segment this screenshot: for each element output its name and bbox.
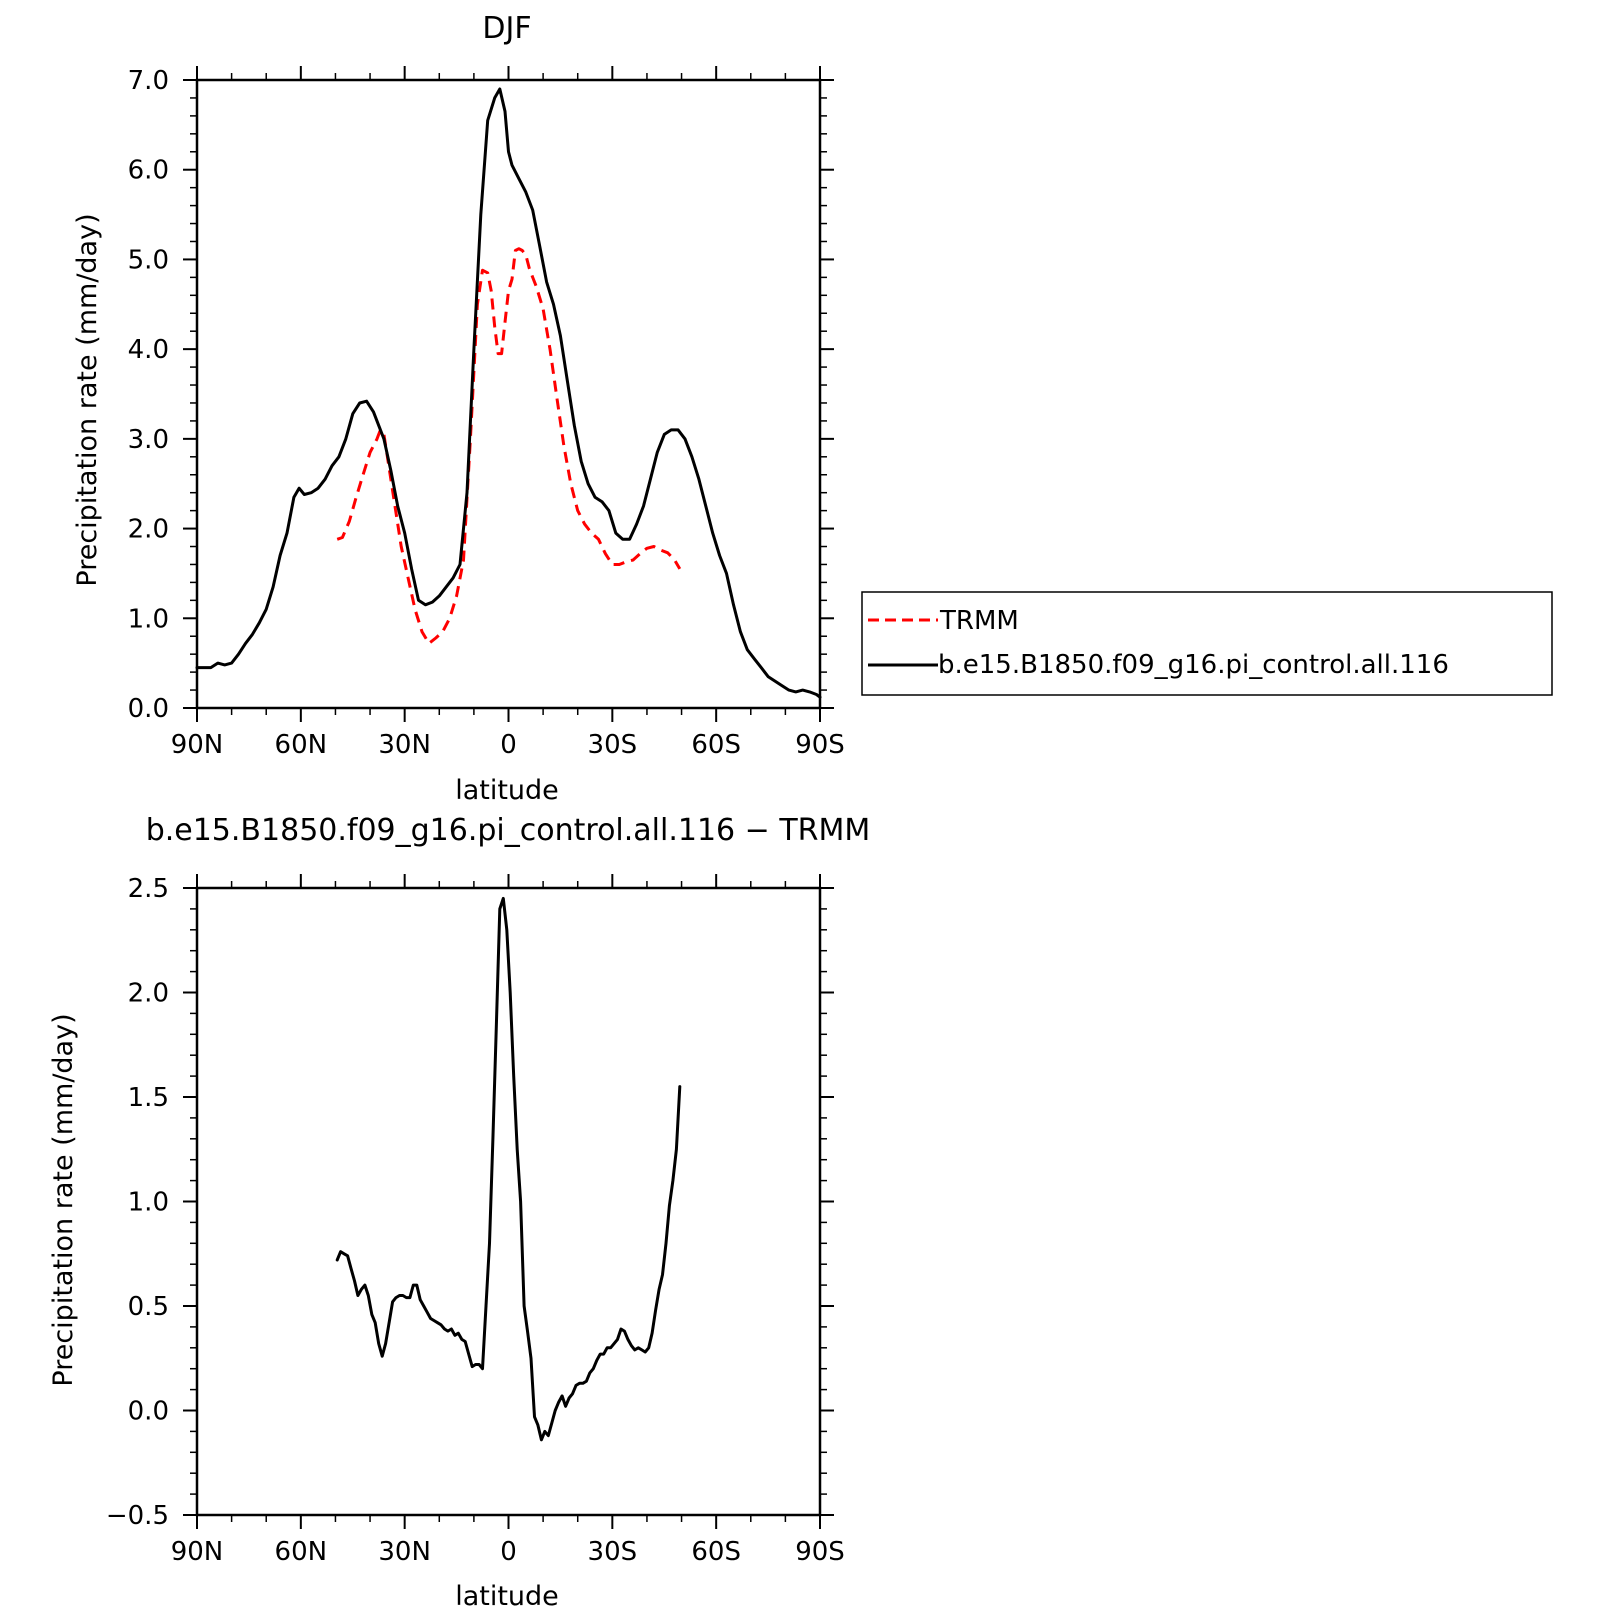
top-panel-series xyxy=(195,87,822,699)
top-panel-xlabel: latitude xyxy=(455,775,559,806)
x-tick-label: 0 xyxy=(500,730,517,760)
bottom-panel-title: b.e15.B1850.f09_g16.pi_control.all.116 −… xyxy=(146,813,871,848)
y-tick-label: 2.5 xyxy=(128,874,169,904)
y-tick-label: 7.0 xyxy=(128,66,169,96)
x-tick-label: 60N xyxy=(275,1537,328,1567)
y-tick-label: 5.0 xyxy=(128,245,169,275)
top-panel: DJF latitude Precipitation rate (mm/day)… xyxy=(72,11,845,806)
y-tick-label: 2.0 xyxy=(128,979,169,1009)
x-tick-label: 90S xyxy=(795,730,845,760)
x-tick-label: 30S xyxy=(588,1537,638,1567)
x-tick-label: 30N xyxy=(378,1537,431,1567)
y-tick-label: 1.0 xyxy=(128,1188,169,1218)
y-tick-label: −0.5 xyxy=(106,1501,169,1531)
y-tick-label: 0.0 xyxy=(128,1397,169,1427)
y-tick-label: 0.0 xyxy=(128,694,169,724)
series-line-trmm xyxy=(336,247,682,645)
legend-label-model: b.e15.B1850.f09_g16.pi_control.all.116 xyxy=(938,650,1449,680)
x-tick-label: 60N xyxy=(275,730,328,760)
legend: TRMM b.e15.B1850.f09_g16.pi_control.all.… xyxy=(861,591,1553,696)
x-tick-label: 60S xyxy=(691,1537,741,1567)
legend-box xyxy=(861,591,1553,696)
y-tick-label: 1.0 xyxy=(128,604,169,634)
y-tick-label: 0.5 xyxy=(128,1292,169,1322)
bottom-panel-ticks: 90N 60N 30N 0 30S 60S 90S −0.5 0.0 0.5 1.0 1.5 2.0 2.… xyxy=(106,874,845,1567)
x-tick-label: 60S xyxy=(691,730,741,760)
y-tick-label: 6.0 xyxy=(128,156,169,186)
top-panel-title: DJF xyxy=(482,11,531,46)
y-tick-label: 3.0 xyxy=(128,425,169,455)
x-tick-label: 90S xyxy=(795,1537,845,1567)
x-tick-label: 90N xyxy=(171,730,224,760)
y-tick-label: 2.0 xyxy=(128,515,169,545)
y-tick-label: 1.5 xyxy=(128,1083,169,1113)
legend-label-trmm: TRMM xyxy=(939,606,1019,636)
bottom-panel-ylabel: Precipitation rate (mm/day) xyxy=(48,1013,79,1386)
bottom-panel-series xyxy=(335,896,682,1442)
x-tick-label: 30S xyxy=(588,730,638,760)
y-tick-label: 4.0 xyxy=(128,335,169,365)
bottom-panel: b.e15.B1850.f09_g16.pi_control.all.116 −… xyxy=(48,813,870,1612)
x-tick-label: 90N xyxy=(171,1537,224,1567)
series-line-difference xyxy=(335,896,682,1442)
bottom-panel-xlabel: latitude xyxy=(455,1581,559,1612)
top-panel-ylabel: Precipitation rate (mm/day) xyxy=(72,213,103,586)
series-line-b-e15-b1850-f09-g16-pi-control-all-116 xyxy=(195,87,822,699)
x-tick-label: 0 xyxy=(500,1537,517,1567)
top-panel-ticks: 90N 60N 30N 0 30S 60S 90S 0.0 1.0 2.0 3.0 4.0 5.0 6.0… xyxy=(128,66,845,760)
bottom-panel-frame xyxy=(195,886,822,1517)
top-panel-frame xyxy=(195,78,822,710)
x-tick-label: 30N xyxy=(378,730,431,760)
